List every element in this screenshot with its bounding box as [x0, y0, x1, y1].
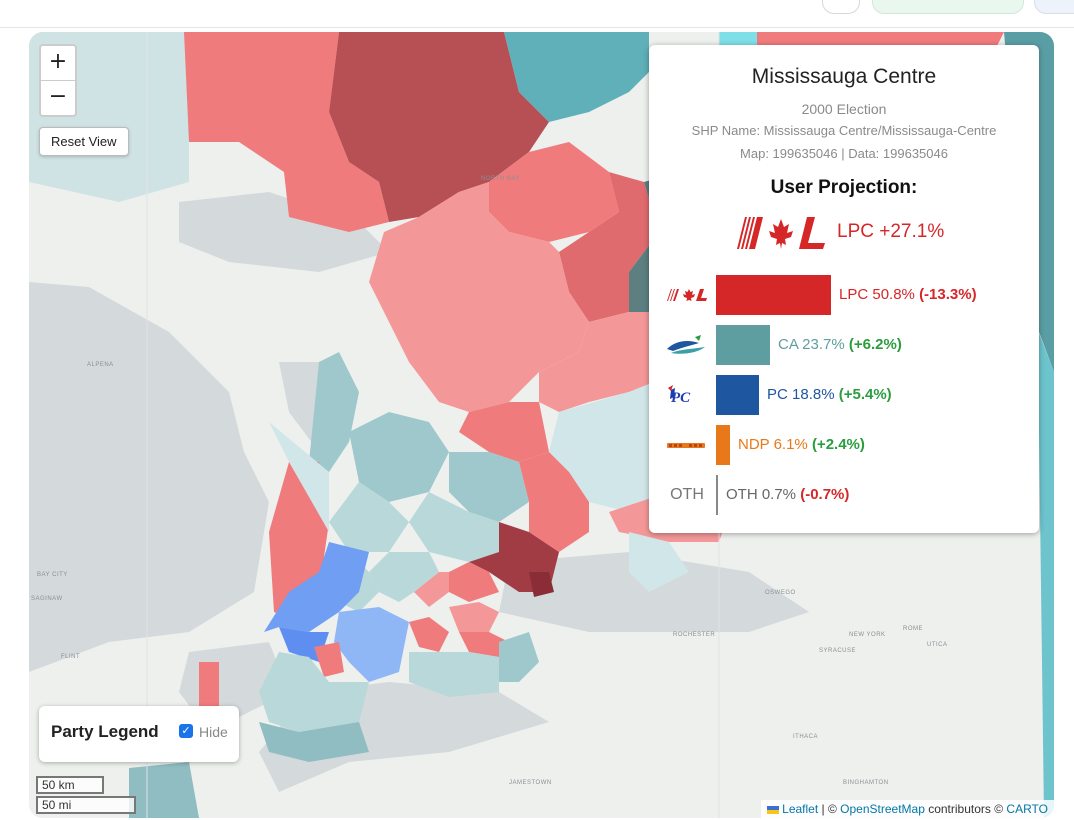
ndp-logo-icon [667, 443, 705, 448]
legend-title: Party Legend [51, 722, 159, 741]
basemap-label: NORTH BAY [481, 176, 520, 182]
shp-name: SHP Name: Mississauga Centre/Mississauga… [691, 123, 997, 138]
basemap-label: SYRACUSE [819, 648, 857, 654]
legend-hide-checkbox[interactable]: ✓ [179, 724, 193, 738]
svg-text:PC: PC [671, 390, 691, 406]
party-change: (-13.3%) [919, 286, 977, 303]
basemap-label: ITHACA [793, 734, 819, 740]
map-attribution: Leaflet | © OpenStreetMap contributors ©… [761, 800, 1054, 818]
scale-mi: 50 mi [36, 796, 136, 814]
basemap-label: BINGHAMTON [843, 780, 889, 786]
party-label-ndp: NDP 6.1% (+2.4%) [738, 436, 865, 453]
party-change: (+6.2%) [848, 336, 902, 353]
party-share: NDP 6.1% [738, 436, 808, 453]
attribution-separator: | © [818, 802, 841, 816]
zoom-control: + − [39, 44, 77, 117]
party-bar-pc [716, 375, 759, 415]
toolbar-icon-button[interactable] [822, 0, 860, 14]
projection-result: LPC +27.1% [737, 213, 944, 253]
basemap-label: Oswego [765, 590, 796, 596]
toolbar-secondary-button[interactable] [1034, 0, 1074, 14]
election-year: 2000 Election [801, 101, 887, 117]
party-bar-ca [716, 325, 770, 365]
lpc-logo-icon [667, 289, 707, 301]
party-share: OTH 0.7% [726, 486, 797, 503]
ukraine-flag-icon [767, 805, 780, 814]
party-share: CA 23.7% [778, 336, 845, 353]
lpc-logo-icon [737, 217, 825, 249]
party-row-lpc: LPC 50.8% (-13.3%) [665, 275, 1035, 315]
zoom-out-button[interactable]: − [41, 80, 75, 115]
party-share: LPC 50.8% [839, 286, 915, 303]
ca-logo-icon [667, 335, 705, 354]
legend-hide-label[interactable]: Hide [199, 724, 228, 740]
basemap-label: Alpena [87, 362, 114, 368]
party-label-oth: OTH 0.7% (-0.7%) [726, 486, 849, 503]
osm-link[interactable]: OpenStreetMap [840, 802, 925, 816]
basemap-label: Bay City [37, 572, 68, 578]
party-row-oth: OTH OTH 0.7% (-0.7%) [665, 475, 1035, 515]
top-toolbar [0, 0, 1074, 28]
party-bar-ndp [716, 425, 730, 465]
attribution-contributors: contributors © [924, 802, 1007, 816]
basemap-label: FLINT [61, 654, 81, 660]
pc-logo-icon: PC [668, 385, 691, 406]
party-label-pc: PC 18.8% (+5.4%) [767, 386, 892, 403]
basemap-label: UTICA [927, 642, 948, 648]
party-label-lpc: LPC 50.8% (-13.3%) [839, 286, 977, 303]
map-data-ids: Map: 199635046 | Data: 199635046 [740, 146, 948, 161]
party-legend: Party Legend ✓ Hide [39, 706, 239, 762]
carto-link[interactable]: CARTO [1006, 802, 1048, 816]
basemap-label: Rome [903, 626, 923, 632]
party-row-pc: PC PC 18.8% (+5.4%) [665, 375, 1035, 415]
toolbar-action-button[interactable] [872, 0, 1024, 14]
projection-heading: User Projection: [770, 177, 918, 198]
party-change: (+5.4%) [838, 386, 892, 403]
party-row-ca: CA 23.7% (+6.2%) [665, 325, 1035, 365]
party-bar-oth [716, 475, 718, 515]
reset-view-button[interactable]: Reset View [39, 127, 129, 156]
party-row-ndp: NDP 6.1% (+2.4%) [665, 425, 1035, 465]
riding-info-panel: Mississauga Centre 2000 Election SHP Nam… [649, 45, 1039, 533]
basemap-label: NEW YORK [849, 632, 886, 638]
oth-logo-text: OTH [670, 486, 704, 503]
party-change: (-0.7%) [800, 486, 850, 503]
zoom-in-button[interactable]: + [48, 49, 68, 74]
projection-result-text: LPC +27.1% [837, 221, 945, 242]
basemap-label: JAMESTOWN [509, 780, 552, 786]
basemap-label: SAGINAW [31, 596, 63, 602]
riding-name: Mississauga Centre [751, 65, 937, 88]
party-bar-lpc [716, 275, 831, 315]
leaflet-link[interactable]: Leaflet [782, 802, 819, 816]
party-label-ca: CA 23.7% (+6.2%) [778, 336, 902, 353]
party-share: PC 18.8% [767, 386, 835, 403]
party-change: (+2.4%) [811, 436, 865, 453]
scale-km: 50 km [36, 776, 104, 794]
basemap-label: ROCHESTER [673, 632, 716, 638]
